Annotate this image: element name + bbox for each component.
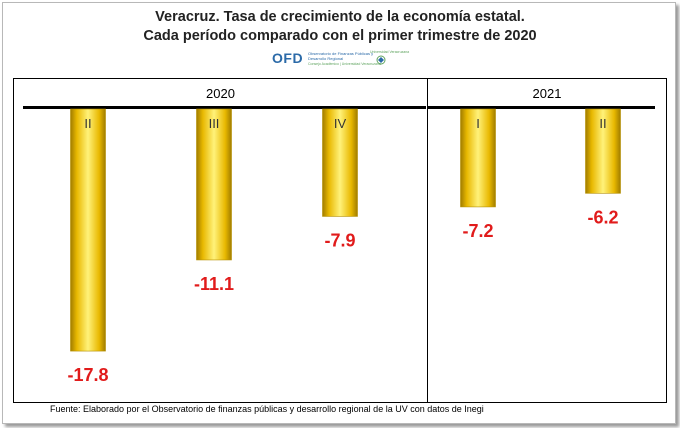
uv-emblem-icon [376, 55, 386, 65]
uv-logo-text: Universidad Veracruzana [370, 50, 410, 54]
uv-logo: Universidad Veracruzana [370, 50, 409, 68]
value-label-2020-II: -17.8 [67, 365, 108, 385]
quarter-label-2021-II: II [599, 116, 606, 131]
bar-2021-II [585, 108, 621, 194]
ofd-logo: OFD [272, 50, 304, 66]
value-label-2020-III: -11.1 [194, 274, 234, 294]
value-label-2021-II: -6.2 [587, 207, 618, 227]
bar-2020-III [196, 108, 232, 261]
baseline-2021 [428, 106, 655, 109]
ofd-subtitle-line2: Desarrollo Regional [308, 56, 344, 61]
bar-2020-IV [322, 108, 358, 217]
value-label-2021-I: -7.2 [462, 221, 493, 241]
value-label-2020-IV: -7.9 [324, 230, 355, 250]
baseline-2020 [23, 106, 426, 109]
ofd-tagline: Consejo Académico | Universidad Veracruz… [308, 62, 381, 66]
quarter-label-2020-II: II [84, 116, 91, 131]
quarter-label-2021-I: I [476, 116, 480, 131]
bar-2020-II [70, 108, 106, 352]
bar-2021-I [460, 108, 496, 208]
year-label-2021: 2021 [532, 86, 562, 101]
quarter-label-2020-IV: IV [334, 116, 347, 131]
ofd-subtitle: Observatorio de Finanzas Públicas y Desa… [308, 51, 400, 61]
quarter-label-2020-III: III [209, 116, 220, 131]
source-note: Fuente: Elaborado por el Observatorio de… [50, 404, 484, 414]
ofd-subtitle-line1: Observatorio de Finanzas Públicas y [308, 51, 374, 56]
year-label-2020: 2020 [206, 86, 235, 101]
chart-title-line1: Veracruz. Tasa de crecimiento de la econ… [155, 9, 525, 25]
chart-title-line2: Cada período comparado con el primer tri… [143, 28, 537, 44]
